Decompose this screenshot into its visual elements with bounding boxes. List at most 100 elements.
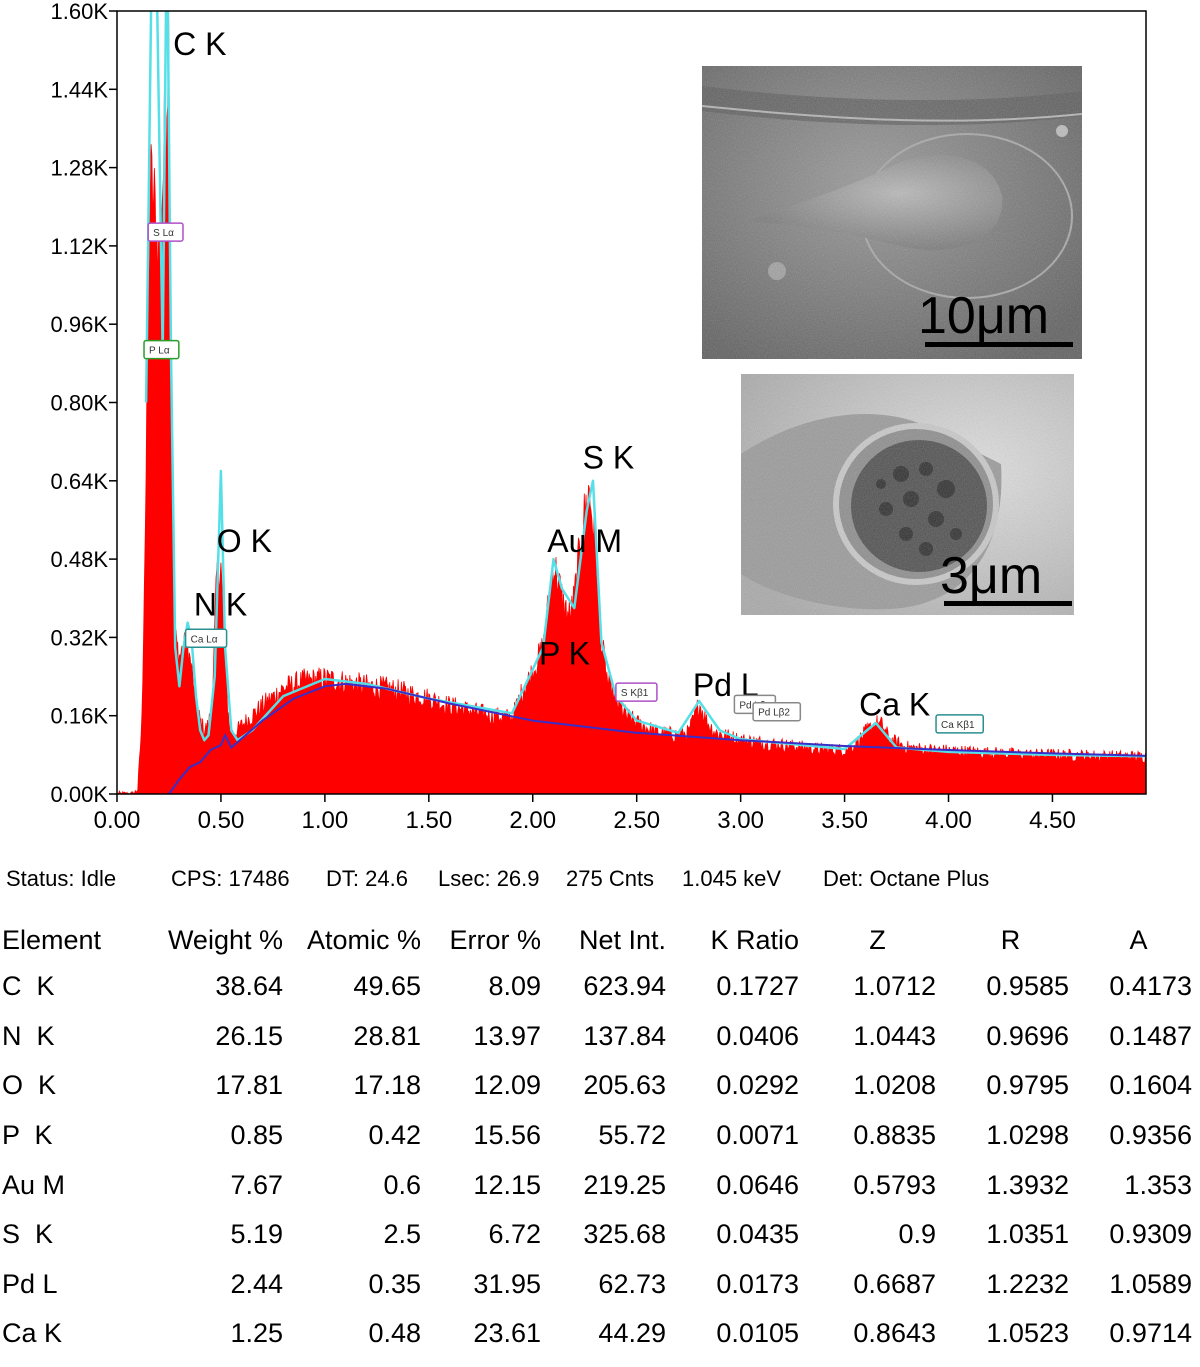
table-row: Au M 7.67 0.6 12.15 219.25 0.0646 0.5793 1.3932…	[0, 1160, 1200, 1210]
cell-error: 6.72	[488, 1219, 541, 1250]
col-header-r: R	[1000, 924, 1021, 955]
cell-net-int: 205.63	[583, 1070, 666, 1101]
cell-element: Ca K	[2, 1318, 63, 1349]
scale-label-top: 10μm	[918, 287, 1050, 345]
cell-k-ratio: 0.0292	[716, 1070, 799, 1101]
line-marker-box	[147, 222, 184, 242]
status-energy: 1.045 keV	[682, 866, 782, 891]
cell-atomic: 49.65	[353, 971, 421, 1002]
cell-k-ratio: 0.0173	[716, 1268, 799, 1299]
table-body: C K 38.64 49.65 8.09 623.94 0.1727 1.0712 0.958…	[0, 962, 1200, 1359]
cell-net-int: 623.94	[583, 971, 666, 1002]
cell-net-int: 219.25	[583, 1169, 666, 1200]
x-tick-label: 1.50	[405, 807, 452, 834]
cell-a: 0.9714	[1109, 1318, 1192, 1349]
cell-error: 12.09	[473, 1070, 541, 1101]
axes: 0.00K 0.16K 0.32K 0.48K 0.64K 0.80K 0.96K 1.12K…	[51, 0, 1076, 834]
cell-z: 0.5793	[853, 1169, 936, 1200]
col-header-z: Z	[869, 924, 886, 955]
cell-z: 0.8643	[853, 1318, 936, 1349]
cell-atomic: 0.48	[368, 1318, 421, 1349]
line-marker: S Lα	[147, 222, 184, 242]
cell-r: 0.9585	[986, 971, 1069, 1002]
cell-atomic: 0.42	[368, 1120, 421, 1151]
cell-r: 1.3932	[986, 1169, 1069, 1200]
line-marker-box	[184, 628, 228, 649]
line-marker-label: Ca Kβ1	[941, 720, 975, 731]
sem-fiber-tip-picture	[702, 66, 1082, 359]
cell-element: Au M	[2, 1169, 66, 1200]
cell-z: 0.8835	[853, 1120, 936, 1151]
y-tick-label: 0.80K	[51, 391, 109, 416]
peak-label: S K	[583, 440, 635, 476]
peak-label: N K	[194, 586, 247, 622]
line-marker-label: S Lα	[153, 228, 174, 239]
status-lsec: Lsec: 26.9	[438, 866, 540, 891]
y-tick-label: 0.32K	[51, 625, 109, 650]
status-bar: Status: Idle CPS: 17486 DT: 24.6 Lsec: 2…	[0, 862, 1200, 896]
cell-weight: 26.15	[215, 1020, 283, 1051]
scale-bar-bottom	[944, 601, 1072, 606]
cell-error: 12.15	[473, 1169, 541, 1200]
x-tick-label: 2.00	[509, 807, 556, 834]
peak-label: Au M	[547, 523, 622, 559]
cell-a: 1.353	[1124, 1169, 1192, 1200]
sem-image-top	[702, 66, 1082, 359]
cell-weight: 5.19	[230, 1219, 283, 1250]
cell-atomic: 17.18	[353, 1070, 421, 1101]
cell-a: 0.4173	[1109, 971, 1192, 1002]
cell-net-int: 44.29	[598, 1318, 666, 1349]
cell-z: 0.6687	[853, 1268, 936, 1299]
cell-element: S K	[2, 1219, 54, 1250]
peak-label: Ca K	[859, 687, 930, 723]
cell-weight: 17.81	[215, 1070, 283, 1101]
col-header-element: Element	[2, 924, 102, 955]
col-header-error: Error %	[449, 924, 541, 955]
cell-r: 1.2232	[986, 1268, 1069, 1299]
y-tick-label: 0.00K	[51, 782, 109, 807]
cell-z: 1.0712	[853, 971, 936, 1002]
scale-label-bottom: 3μm	[940, 547, 1043, 605]
line-marker-label: P Lα	[149, 346, 170, 357]
cell-weight: 0.85	[230, 1120, 283, 1151]
col-header-weight: Weight %	[167, 924, 283, 955]
eds-spectrum-chart: 0.00K 0.16K 0.32K 0.48K 0.64K 0.80K 0.96K 1.12K…	[51, 0, 1147, 834]
scale-bar-top	[925, 342, 1073, 347]
cell-z: 1.0208	[853, 1070, 936, 1101]
cell-element: Pd L	[2, 1268, 58, 1299]
status-counts: 275 Cnts	[566, 866, 655, 891]
cell-r: 1.0298	[986, 1120, 1069, 1151]
status-cps: CPS: 17486	[171, 866, 290, 891]
x-tick-label: 0.50	[198, 807, 245, 834]
sem-fiber-crosssection-picture	[741, 374, 1074, 615]
cell-r: 0.9795	[986, 1070, 1069, 1101]
y-tick-label: 0.48K	[51, 547, 109, 572]
table-row: N K 26.15 28.81 13.97 137.84 0.0406 1.0443 0.96…	[0, 1012, 1200, 1062]
cell-atomic: 0.35	[368, 1268, 421, 1299]
status-dt: DT: 24.6	[326, 866, 408, 891]
cell-net-int: 325.68	[583, 1219, 666, 1250]
cell-k-ratio: 0.0406	[716, 1020, 799, 1051]
cell-k-ratio: 0.0105	[716, 1318, 799, 1349]
col-header-net-int: Net Int.	[578, 924, 666, 955]
x-tick-label: 3.00	[717, 807, 764, 834]
table-row: O K 17.81 17.18 12.09 205.63 0.0292 1.0208 0.97…	[0, 1061, 1200, 1111]
line-marker-box	[752, 701, 802, 722]
x-tick-label: 1.00	[302, 807, 349, 834]
line-marker-label: S Kβ1	[621, 688, 649, 699]
cell-element: C K	[2, 971, 55, 1002]
cell-r: 1.0351	[986, 1219, 1069, 1250]
line-marker-label: Ca Lα	[191, 634, 218, 645]
peak-label: C K	[173, 26, 226, 62]
line-marker-box	[615, 682, 658, 702]
fit-curve-line	[144, 11, 1146, 758]
table-header-row: Element Weight % Atomic % Error % Net In…	[0, 918, 1200, 962]
status-detector: Det: Octane Plus	[823, 866, 990, 891]
cell-a: 1.0589	[1109, 1268, 1192, 1299]
cell-a: 0.9356	[1109, 1120, 1192, 1151]
cell-a: 0.1604	[1109, 1070, 1192, 1101]
col-header-a: A	[1129, 924, 1148, 955]
cell-error: 15.56	[473, 1120, 541, 1151]
cell-r: 1.0523	[986, 1318, 1069, 1349]
